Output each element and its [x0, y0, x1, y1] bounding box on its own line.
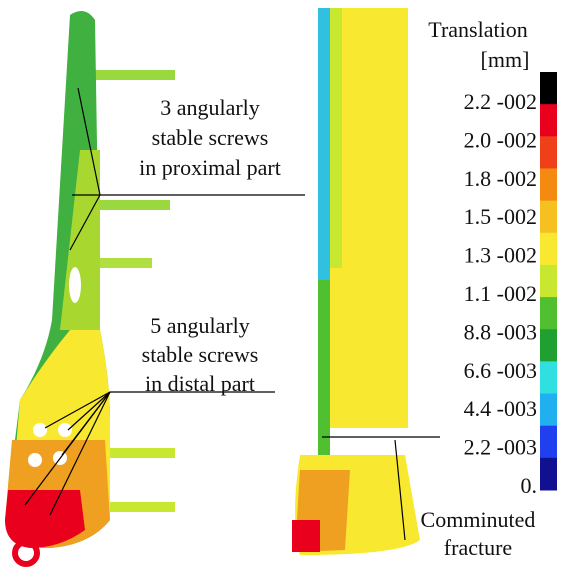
legend-label: 2.2 -002 — [464, 89, 537, 114]
colorbar-bin — [540, 265, 557, 298]
colorbar-bin — [540, 72, 557, 105]
figure: Translation [mm] 2.2 -002 2.0 -002 1.8 -002 1… — [0, 0, 563, 568]
annotation: fracture — [444, 535, 512, 560]
legend-label: 1.3 -002 — [464, 243, 537, 268]
colorbar-bin — [540, 136, 557, 169]
legend-label: 0. — [521, 473, 538, 498]
colorbar-bin — [540, 426, 557, 459]
legend-label: 2.0 -002 — [464, 127, 537, 152]
annotation: in distal part — [145, 371, 255, 396]
annotation: 3 angularly — [160, 95, 260, 120]
colorbar-bin — [540, 201, 557, 234]
annotation: stable screws — [142, 342, 259, 367]
annotation: stable screws — [152, 125, 269, 150]
legend-label: 1.5 -002 — [464, 204, 537, 229]
legend-label: 6.6 -003 — [464, 358, 537, 383]
colorbar-bin — [540, 361, 557, 394]
annotation: in proximal part — [139, 155, 281, 180]
legend-label: 8.8 -003 — [464, 319, 537, 344]
colorbar-bin — [540, 297, 557, 330]
legend-title: Translation — [428, 17, 527, 42]
legend-label: 1.8 -002 — [464, 166, 537, 191]
annotation: Comminuted — [421, 507, 536, 532]
legend-label: 1.1 -002 — [464, 281, 537, 306]
colorbar-bin — [540, 233, 557, 266]
plate-model — [5, 11, 175, 564]
annotation: 5 angularly — [150, 313, 250, 338]
colorbar-bin — [540, 394, 557, 427]
legend-unit: [mm] — [481, 47, 530, 72]
bone-model — [292, 8, 420, 555]
colorbar-bin — [540, 168, 557, 201]
colorbar-bin — [540, 329, 557, 362]
legend-label: 2.2 -003 — [464, 435, 537, 460]
colorbar-bin — [540, 104, 557, 137]
colorbar-bin — [540, 458, 557, 491]
legend-label: 4.4 -003 — [464, 396, 537, 421]
